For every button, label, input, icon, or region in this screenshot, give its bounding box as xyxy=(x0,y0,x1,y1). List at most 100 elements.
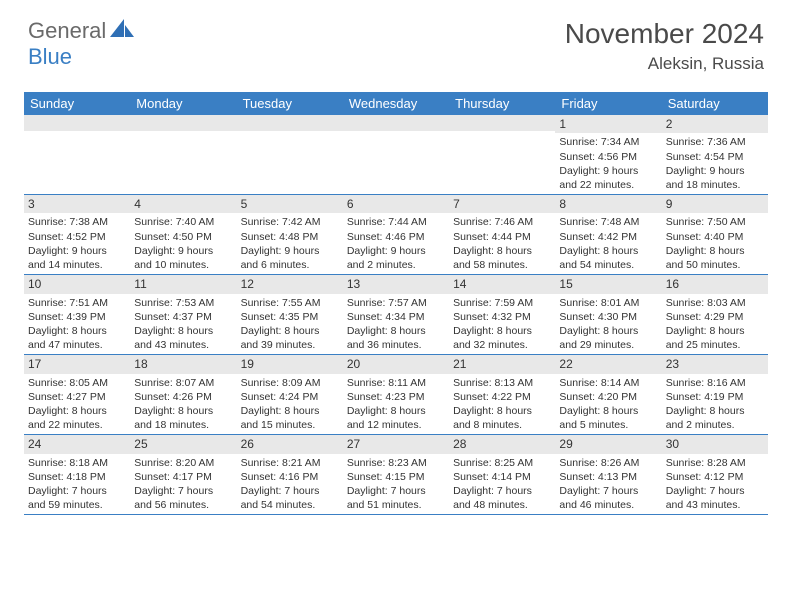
day-cell: 15Sunrise: 8:01 AMSunset: 4:30 PMDayligh… xyxy=(555,275,661,354)
day-details: Sunrise: 7:53 AMSunset: 4:37 PMDaylight:… xyxy=(130,294,236,355)
week-row: 3Sunrise: 7:38 AMSunset: 4:52 PMDaylight… xyxy=(24,195,768,275)
day-details: Sunrise: 8:03 AMSunset: 4:29 PMDaylight:… xyxy=(662,294,768,355)
sunrise-line: Sunrise: 7:48 AM xyxy=(559,215,657,229)
day-cell: 29Sunrise: 8:26 AMSunset: 4:13 PMDayligh… xyxy=(555,435,661,514)
day-cell: 21Sunrise: 8:13 AMSunset: 4:22 PMDayligh… xyxy=(449,355,555,434)
day-cell: 12Sunrise: 7:55 AMSunset: 4:35 PMDayligh… xyxy=(237,275,343,354)
sunset-line: Sunset: 4:34 PM xyxy=(347,310,445,324)
empty-day-cell xyxy=(237,115,343,194)
sunrise-line: Sunrise: 7:34 AM xyxy=(559,135,657,149)
calendar-table: SundayMondayTuesdayWednesdayThursdayFrid… xyxy=(24,92,768,515)
logo: General xyxy=(28,18,138,44)
day-cell: 27Sunrise: 8:23 AMSunset: 4:15 PMDayligh… xyxy=(343,435,449,514)
sunset-line: Sunset: 4:54 PM xyxy=(666,150,764,164)
day-cell: 19Sunrise: 8:09 AMSunset: 4:24 PMDayligh… xyxy=(237,355,343,434)
day-cell: 16Sunrise: 8:03 AMSunset: 4:29 PMDayligh… xyxy=(662,275,768,354)
day-cell: 6Sunrise: 7:44 AMSunset: 4:46 PMDaylight… xyxy=(343,195,449,274)
weekday-header-row: SundayMondayTuesdayWednesdayThursdayFrid… xyxy=(24,92,768,115)
daylight-line: Daylight: 9 hours and 18 minutes. xyxy=(666,164,764,192)
day-number: 10 xyxy=(24,275,130,293)
day-cell: 3Sunrise: 7:38 AMSunset: 4:52 PMDaylight… xyxy=(24,195,130,274)
day-number: 27 xyxy=(343,435,449,453)
day-cell: 18Sunrise: 8:07 AMSunset: 4:26 PMDayligh… xyxy=(130,355,236,434)
empty-day-cell xyxy=(449,115,555,194)
day-details: Sunrise: 8:25 AMSunset: 4:14 PMDaylight:… xyxy=(449,454,555,515)
day-number: 20 xyxy=(343,355,449,373)
sunset-line: Sunset: 4:27 PM xyxy=(28,390,126,404)
daylight-line: Daylight: 9 hours and 10 minutes. xyxy=(134,244,232,272)
day-cell: 11Sunrise: 7:53 AMSunset: 4:37 PMDayligh… xyxy=(130,275,236,354)
sunrise-line: Sunrise: 7:55 AM xyxy=(241,296,339,310)
location-label: Aleksin, Russia xyxy=(565,54,764,74)
day-cell: 13Sunrise: 7:57 AMSunset: 4:34 PMDayligh… xyxy=(343,275,449,354)
sunset-line: Sunset: 4:50 PM xyxy=(134,230,232,244)
day-number: 29 xyxy=(555,435,661,453)
sunset-line: Sunset: 4:13 PM xyxy=(559,470,657,484)
sunset-line: Sunset: 4:39 PM xyxy=(28,310,126,324)
daylight-line: Daylight: 8 hours and 50 minutes. xyxy=(666,244,764,272)
sunrise-line: Sunrise: 8:14 AM xyxy=(559,376,657,390)
day-details: Sunrise: 8:16 AMSunset: 4:19 PMDaylight:… xyxy=(662,374,768,435)
week-row: 24Sunrise: 8:18 AMSunset: 4:18 PMDayligh… xyxy=(24,435,768,515)
page-header: General November 2024 Aleksin, Russia xyxy=(0,0,792,82)
day-number: 25 xyxy=(130,435,236,453)
day-cell: 5Sunrise: 7:42 AMSunset: 4:48 PMDaylight… xyxy=(237,195,343,274)
logo-sail-icon xyxy=(110,19,136,44)
week-row: 17Sunrise: 8:05 AMSunset: 4:27 PMDayligh… xyxy=(24,355,768,435)
weekday-header: Friday xyxy=(555,92,661,115)
sunset-line: Sunset: 4:52 PM xyxy=(28,230,126,244)
sunrise-line: Sunrise: 7:38 AM xyxy=(28,215,126,229)
daylight-line: Daylight: 9 hours and 6 minutes. xyxy=(241,244,339,272)
daylight-line: Daylight: 8 hours and 54 minutes. xyxy=(559,244,657,272)
daylight-line: Daylight: 8 hours and 32 minutes. xyxy=(453,324,551,352)
day-cell: 20Sunrise: 8:11 AMSunset: 4:23 PMDayligh… xyxy=(343,355,449,434)
day-number: 26 xyxy=(237,435,343,453)
day-cell: 14Sunrise: 7:59 AMSunset: 4:32 PMDayligh… xyxy=(449,275,555,354)
day-number xyxy=(449,115,555,131)
month-title: November 2024 xyxy=(565,18,764,50)
daylight-line: Daylight: 7 hours and 59 minutes. xyxy=(28,484,126,512)
daylight-line: Daylight: 8 hours and 25 minutes. xyxy=(666,324,764,352)
sunset-line: Sunset: 4:35 PM xyxy=(241,310,339,324)
day-number: 9 xyxy=(662,195,768,213)
sunrise-line: Sunrise: 7:59 AM xyxy=(453,296,551,310)
sunset-line: Sunset: 4:44 PM xyxy=(453,230,551,244)
day-cell: 24Sunrise: 8:18 AMSunset: 4:18 PMDayligh… xyxy=(24,435,130,514)
day-number: 15 xyxy=(555,275,661,293)
day-details: Sunrise: 8:05 AMSunset: 4:27 PMDaylight:… xyxy=(24,374,130,435)
day-details: Sunrise: 7:50 AMSunset: 4:40 PMDaylight:… xyxy=(662,213,768,274)
day-cell: 17Sunrise: 8:05 AMSunset: 4:27 PMDayligh… xyxy=(24,355,130,434)
day-number: 13 xyxy=(343,275,449,293)
title-area: November 2024 Aleksin, Russia xyxy=(565,18,764,74)
daylight-line: Daylight: 7 hours and 48 minutes. xyxy=(453,484,551,512)
daylight-line: Daylight: 7 hours and 46 minutes. xyxy=(559,484,657,512)
sunrise-line: Sunrise: 7:53 AM xyxy=(134,296,232,310)
sunrise-line: Sunrise: 8:21 AM xyxy=(241,456,339,470)
sunset-line: Sunset: 4:15 PM xyxy=(347,470,445,484)
day-number xyxy=(343,115,449,131)
sunrise-line: Sunrise: 8:18 AM xyxy=(28,456,126,470)
daylight-line: Daylight: 8 hours and 5 minutes. xyxy=(559,404,657,432)
day-number: 17 xyxy=(24,355,130,373)
day-number: 8 xyxy=(555,195,661,213)
sunset-line: Sunset: 4:56 PM xyxy=(559,150,657,164)
sunset-line: Sunset: 4:42 PM xyxy=(559,230,657,244)
sunset-line: Sunset: 4:32 PM xyxy=(453,310,551,324)
logo-blue-row: Blue xyxy=(28,44,72,70)
sunrise-line: Sunrise: 7:46 AM xyxy=(453,215,551,229)
sunset-line: Sunset: 4:12 PM xyxy=(666,470,764,484)
day-cell: 9Sunrise: 7:50 AMSunset: 4:40 PMDaylight… xyxy=(662,195,768,274)
daylight-line: Daylight: 8 hours and 12 minutes. xyxy=(347,404,445,432)
day-number: 28 xyxy=(449,435,555,453)
daylight-line: Daylight: 8 hours and 18 minutes. xyxy=(134,404,232,432)
day-details: Sunrise: 7:38 AMSunset: 4:52 PMDaylight:… xyxy=(24,213,130,274)
day-details: Sunrise: 7:40 AMSunset: 4:50 PMDaylight:… xyxy=(130,213,236,274)
day-details: Sunrise: 7:59 AMSunset: 4:32 PMDaylight:… xyxy=(449,294,555,355)
day-cell: 25Sunrise: 8:20 AMSunset: 4:17 PMDayligh… xyxy=(130,435,236,514)
sunset-line: Sunset: 4:24 PM xyxy=(241,390,339,404)
daylight-line: Daylight: 8 hours and 47 minutes. xyxy=(28,324,126,352)
sunrise-line: Sunrise: 8:25 AM xyxy=(453,456,551,470)
daylight-line: Daylight: 7 hours and 56 minutes. xyxy=(134,484,232,512)
sunset-line: Sunset: 4:37 PM xyxy=(134,310,232,324)
day-cell: 8 Sunrise: 7:48 AMSunset: 4:42 PMDaylight… xyxy=(555,195,661,274)
